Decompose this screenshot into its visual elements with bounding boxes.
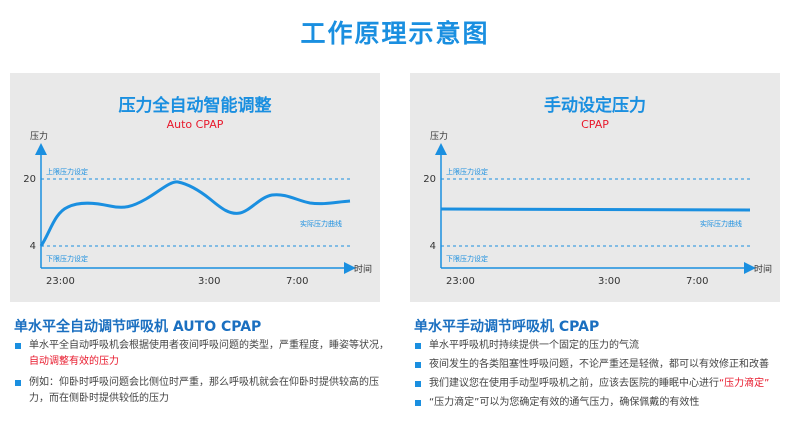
page-title: 工作原理示意图 <box>300 19 490 48</box>
y-tick-4: 4 <box>30 241 36 252</box>
x-tick-2300: 23:00 <box>446 276 475 287</box>
x-tick-700: 7:00 <box>686 276 708 287</box>
cpap-bullet-4-text: “压力滴定”可以为您确定有效的通气压力，确保佩戴的有效性 <box>429 397 700 408</box>
upper-limit-label: 上限压力设定 <box>46 167 88 176</box>
auto-cpap-panel: 压力全自动智能调整 Auto CPAP 压力 时间 20 4 上限压力设定 下限… <box>10 73 380 302</box>
x-tick-300: 3:00 <box>598 276 620 287</box>
cpap-bullet-2-text: 夜间发生的各类阻塞性呼吸问题，不论严重还是轻微，都可以有效修正和改善 <box>429 359 769 370</box>
auto-cpap-bullet-1-text: 单水平全自动呼吸机会根据使用者夜间呼吸问题的类型，严重程度，睡姿等状况， <box>29 340 389 351</box>
bullet-square-icon <box>15 343 21 349</box>
y-tick-20: 20 <box>23 174 36 185</box>
auto-cpap-title: 压力全自动智能调整 <box>118 96 272 116</box>
cpap-diagram: 压力 时间 20 4 上限压力设定 下限压力设定 实际压力曲线 23:00 3:… <box>423 130 772 287</box>
cpap-bullet-1-text: 单水平呼吸机时持续提供一个固定的压力的气流 <box>429 340 639 351</box>
lower-limit-label: 下限压力设定 <box>46 254 88 263</box>
cpap-bullet-2: 夜间发生的各类阻塞性呼吸问题，不论严重还是轻微，都可以有效修正和改善 <box>414 357 790 373</box>
x-tick-300: 3:00 <box>198 276 220 287</box>
cpap-heading: 单水平手动调节呼吸机 CPAP <box>414 319 600 335</box>
cpap-bullet-1: 单水平呼吸机时持续提供一个固定的压力的气流 <box>414 338 790 354</box>
auto-cpap-bullet-1-highlight: 自动调整有效的压力 <box>29 356 119 367</box>
bullet-square-icon <box>15 380 21 386</box>
cpap-panel: 手动设定压力 CPAP 压力 时间 20 4 上限压力设定 下限压力设定 实际压… <box>410 73 780 302</box>
x-tick-2300: 23:00 <box>46 276 75 287</box>
auto-cpap-diagram: 压力 时间 20 4 上限压力设定 下限压力设定 实际压力曲线 23:00 3:… <box>23 130 372 287</box>
bullet-square-icon <box>415 381 421 387</box>
bullet-square-icon <box>415 343 421 349</box>
actual-pressure-line <box>440 207 751 212</box>
auto-cpap-bullet-2: 例如：仰卧时呼吸问题会比侧位时严重，那么呼吸机就会在仰卧时提供较高的压力，而在侧… <box>14 375 389 407</box>
y-axis-label: 压力 <box>30 130 48 142</box>
auto-cpap-bullet-2-text: 例如：仰卧时呼吸问题会比侧位时严重，那么呼吸机就会在仰卧时提供较高的压力，而在侧… <box>29 377 379 404</box>
y-axis-label: 压力 <box>430 130 448 142</box>
cpap-bullet-4: “压力滴定”可以为您确定有效的通气压力，确保佩戴的有效性 <box>414 395 790 411</box>
auto-cpap-bullet-1: 单水平全自动呼吸机会根据使用者夜间呼吸问题的类型，严重程度，睡姿等状况， 自动调整… <box>14 338 389 370</box>
bullet-square-icon <box>415 362 421 368</box>
cpap-bullet-3: 我们建议您在使用手动型呼吸机之前，应该去医院的睡眠中心进行“压力滴定” <box>414 376 790 392</box>
bullet-square-icon <box>415 400 421 406</box>
x-axis-label: 时间 <box>354 263 372 275</box>
upper-limit-label: 上限压力设定 <box>446 167 488 176</box>
auto-cpap-heading: 单水平全自动调节呼吸机 AUTO CPAP <box>14 319 262 335</box>
cpap-title: 手动设定压力 <box>544 96 646 116</box>
y-tick-4: 4 <box>430 241 436 252</box>
auto-cpap-subtitle: Auto CPAP <box>166 118 224 131</box>
cpap-subtitle: CPAP <box>581 118 609 131</box>
x-axis-label: 时间 <box>754 263 772 275</box>
x-tick-700: 7:00 <box>286 276 308 287</box>
y-tick-20: 20 <box>423 174 436 185</box>
cpap-bullet-3-highlight: “压力滴定” <box>719 378 770 389</box>
curve-label: 实际压力曲线 <box>700 219 742 228</box>
cpap-bullet-3-text: 我们建议您在使用手动型呼吸机之前，应该去医院的睡眠中心进行 <box>429 378 719 389</box>
curve-label: 实际压力曲线 <box>300 219 342 228</box>
actual-pressure-curve <box>39 180 351 247</box>
lower-limit-label: 下限压力设定 <box>446 254 488 263</box>
